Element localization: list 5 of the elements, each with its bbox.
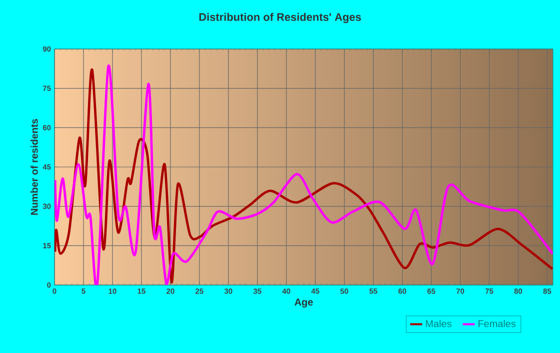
- legend-label: Females: [478, 320, 516, 328]
- chart-title: Distribution of Residents' Ages: [199, 12, 361, 24]
- y-axis-title: Number of residents: [30, 118, 38, 215]
- legend-label: Males: [426, 320, 452, 328]
- x-axis-title: Age: [294, 298, 313, 308]
